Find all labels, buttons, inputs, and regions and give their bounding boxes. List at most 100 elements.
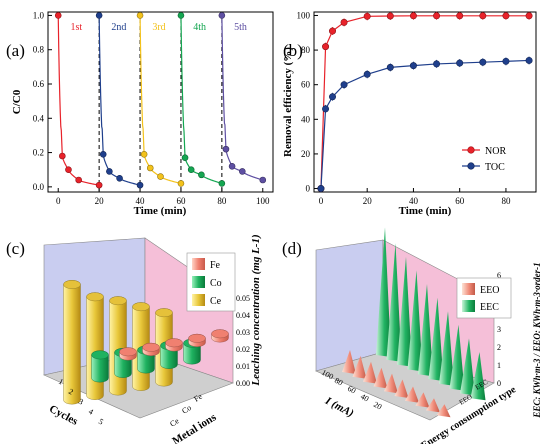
b-point-NOR — [322, 43, 330, 51]
d-ridge-EEO — [405, 386, 419, 403]
a-y-tick-label: 1.0 — [33, 10, 45, 20]
c-x-tick-label: 5 — [97, 417, 105, 427]
panel-c-bars — [63, 280, 229, 405]
d-ridge-EEO — [352, 355, 367, 379]
a-point-1st — [95, 181, 103, 189]
a-curve-1st — [57, 15, 100, 186]
c-z-tick-label: 0.00 — [236, 379, 250, 388]
a-x-tick-label: 40 — [136, 196, 146, 206]
c-bar-top — [63, 280, 81, 289]
a-series-label-3rd: 3rd — [152, 22, 165, 33]
a-point-4th — [181, 154, 189, 162]
panel-c-tick-ce: Ce — [168, 416, 181, 429]
panel-b-frame — [313, 11, 537, 193]
b-point-TOC — [456, 59, 464, 67]
panel-a-xlabel: Time (min) — [134, 205, 187, 217]
panel-c-legend: Fe Co Ce — [186, 252, 236, 312]
d-ridge-EEO — [363, 361, 377, 384]
panel-d-legend: EEO EEC — [456, 277, 512, 319]
legend-label-nor: NOR — [485, 146, 506, 157]
b-point-TOC — [409, 62, 417, 70]
a-point-3rd — [140, 150, 148, 158]
b-x-tick-label: 40 — [409, 196, 419, 206]
legend-label-toc: TOC — [485, 162, 505, 173]
panel-c-z-ticks: 0.00 0.01 0.02 0.03 0.04 0.05 — [236, 294, 250, 388]
d-ridge-EEC — [407, 270, 423, 372]
c-bar-top — [91, 350, 109, 360]
c-z-tick-label: 0.04 — [236, 311, 250, 320]
d-ridge-EEC — [460, 338, 475, 396]
b-x-tick-label: 20 — [363, 196, 373, 206]
c-bar-top — [132, 302, 150, 312]
c-x-tick-label: 1 — [57, 377, 65, 387]
b-point-TOC — [433, 60, 441, 68]
d-z-tick-label: 6 — [497, 271, 501, 280]
legend-marker-nor — [467, 146, 475, 154]
a-point-2nd — [95, 12, 103, 19]
b-x-tick-label: 60 — [455, 196, 465, 206]
legend-swatch-fe — [192, 258, 205, 270]
legend-label-ce: Ce — [210, 296, 222, 307]
b-y-tick-label: 100 — [297, 10, 311, 20]
b-point-TOC — [317, 185, 325, 193]
d-ridge-EEC — [376, 227, 391, 357]
a-point-3rd — [146, 164, 154, 172]
b-point-NOR — [363, 12, 371, 20]
a-point-5th — [239, 168, 246, 175]
a-series-label-1st: 1st — [71, 22, 83, 33]
panel-a-separators — [98, 12, 223, 192]
a-point-4th — [187, 166, 195, 174]
b-y-tick-label: 80 — [301, 45, 311, 55]
b-point-TOC — [525, 56, 533, 64]
c-z-tick-label: 0.05 — [236, 294, 250, 303]
b-point-TOC — [322, 105, 330, 113]
c-z-tick-label: 0.03 — [236, 328, 250, 337]
panel-c-ylabel: Metal ions — [170, 411, 219, 444]
panel-a-ticks: 0 20 40 60 80 100 0.0 0.2 0.4 0.6 0.8 1.0 — [33, 10, 270, 206]
panel-c-tick-co: Co — [180, 403, 193, 416]
a-x-tick-label: 80 — [217, 196, 227, 206]
legend-label-fe: Fe — [210, 260, 221, 271]
a-y-tick-label: 0.6 — [33, 79, 45, 89]
c-bar-Ce-1 — [63, 280, 81, 405]
b-point-TOC — [502, 57, 510, 65]
legend-label-co: Co — [210, 278, 222, 289]
b-point-TOC — [363, 70, 371, 78]
panel-d-left-wall — [315, 239, 384, 372]
panel-c-label: (c) — [6, 239, 25, 258]
b-y-tick-label: 60 — [301, 80, 311, 90]
c-bar-top — [155, 308, 173, 318]
panel-a-ylabel: C/C0 — [11, 89, 23, 114]
a-point-1st — [54, 12, 62, 19]
c-bar-Fe-3 — [165, 338, 183, 352]
d-ridge-EEO — [384, 373, 398, 394]
c-bar-body — [86, 292, 104, 400]
a-x-tick-label: 0 — [56, 196, 61, 206]
b-point-TOC — [386, 63, 394, 71]
d-x-tick-label: 80 — [333, 376, 344, 388]
panel-b-legend: NOR TOC — [462, 146, 506, 173]
b-x-tick-label: 80 — [501, 196, 511, 206]
panel-b-ylabel: Removal efficiency (%) — [282, 47, 294, 157]
a-point-3rd — [177, 180, 185, 187]
c-bar-top — [142, 342, 160, 352]
c-x-tick-label: 4 — [87, 407, 95, 417]
c-bar-top — [109, 296, 127, 306]
a-x-tick-label: 20 — [95, 196, 105, 206]
a-point-4th — [177, 12, 185, 19]
c-z-tick-label: 0.02 — [236, 345, 250, 354]
d-z-tick-label: 2 — [497, 343, 501, 352]
b-point-NOR — [479, 12, 487, 20]
c-bar-top — [119, 347, 137, 357]
panel-b-series — [317, 11, 533, 193]
panel-b: (b) 0 20 40 60 80 0 20 40 60 80 100 NOR TOC Time (… — [282, 10, 537, 217]
a-x-tick-label: 100 — [256, 196, 270, 206]
c-bar-Fe-5 — [211, 329, 229, 343]
c-bar-body — [109, 296, 127, 396]
legend-marker-toc — [467, 162, 475, 170]
panel-a: (a) 0 20 40 60 80 100 0.0 0.2 0.4 0.6 0.8 1.0 1st 2n… — [6, 10, 274, 217]
b-point-TOC — [328, 93, 336, 101]
panel-b-ticks: 0 20 40 60 80 0 20 40 60 80 100 — [297, 10, 511, 206]
